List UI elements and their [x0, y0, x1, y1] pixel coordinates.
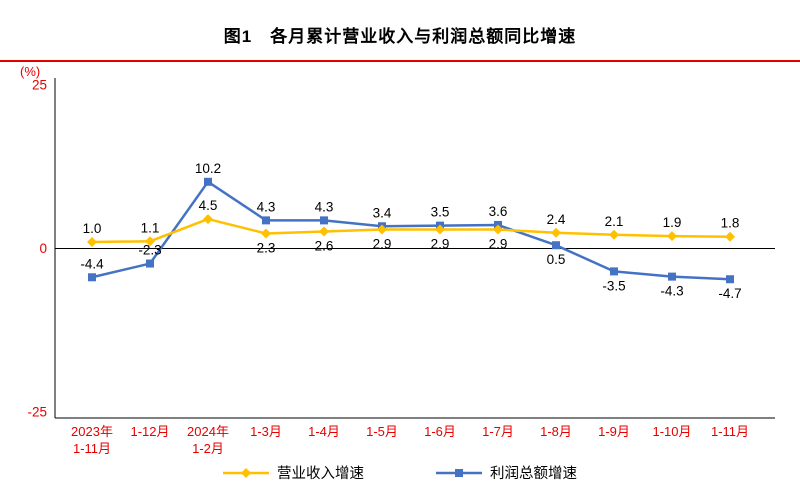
revenue-line [91, 217, 731, 244]
square-marker-icon [262, 216, 270, 225]
data-label: -2.3 [138, 243, 161, 258]
data-label: 0.5 [547, 252, 566, 267]
data-label: -4.3 [660, 284, 683, 299]
square-marker-icon [668, 272, 676, 281]
square-marker-icon [204, 177, 212, 186]
square-marker-icon [320, 216, 328, 225]
diamond-marker-icon [87, 236, 97, 247]
x-tick-label: 1-4月 [308, 424, 340, 439]
legend-item-profit: 利润总额增速 [436, 462, 577, 483]
diamond-marker-icon [203, 214, 213, 225]
data-label: 1.9 [663, 215, 682, 230]
data-label: -4.4 [80, 256, 104, 271]
profit-legend-marker [436, 468, 482, 477]
square-marker-icon [726, 275, 734, 284]
title-underline [0, 60, 800, 62]
data-label: 1.0 [83, 221, 102, 236]
data-label: 2.6 [315, 238, 334, 253]
data-label: 1.8 [721, 216, 740, 231]
x-tick-label: 1-3月 [250, 424, 282, 439]
data-label: 2.3 [257, 240, 276, 255]
x-tick-label: 1-5月 [366, 424, 398, 439]
data-label: 2.9 [431, 237, 450, 252]
data-label: 4.3 [257, 199, 276, 214]
diamond-marker-icon [145, 236, 155, 247]
x-tick-label: 2024年 1-2月 [187, 424, 229, 456]
diamond-marker-icon [435, 224, 445, 235]
legend-item-revenue: 营业收入增速 [223, 462, 364, 483]
data-label: 1.1 [141, 220, 160, 235]
data-label: 2.9 [489, 237, 508, 252]
revenue-legend-marker [223, 467, 269, 478]
square-marker-icon [88, 273, 96, 282]
diamond-marker-icon [551, 227, 561, 238]
x-tick-label: 1-10月 [652, 424, 691, 439]
diamond-marker-icon [667, 231, 677, 242]
square-marker-icon [552, 241, 560, 250]
y-tick-label: -25 [27, 405, 47, 420]
diamond-marker-icon [493, 224, 503, 235]
x-tick-label: 1-8月 [540, 424, 572, 439]
data-label: 4.3 [315, 199, 334, 214]
data-label: 3.5 [431, 205, 450, 220]
data-label: 2.9 [373, 237, 392, 252]
data-label: 3.4 [373, 205, 392, 220]
data-label: 2.4 [547, 212, 566, 227]
data-label: 4.5 [199, 198, 218, 213]
square-marker-icon [146, 259, 154, 268]
y-axis-unit-label: (%) [20, 64, 40, 79]
x-tick-label: 2023年 1-11月 [71, 424, 113, 456]
square-marker-icon [455, 468, 463, 477]
diamond-marker-icon [609, 229, 619, 240]
profit-line [91, 180, 731, 281]
square-marker-icon [610, 267, 618, 276]
y-tick-label: 25 [32, 78, 47, 93]
legend: 营业收入增速 利润总额增速 [0, 462, 800, 483]
data-label: 3.6 [489, 204, 508, 219]
x-tick-label: 1-11月 [711, 424, 749, 439]
x-tick-label: 1-9月 [598, 424, 630, 439]
x-tick-label: 1-7月 [482, 424, 514, 439]
diamond-marker-icon [377, 224, 387, 235]
data-label: -3.5 [602, 278, 625, 293]
x-tick-label: 1-12月 [130, 424, 169, 439]
data-label: -4.7 [718, 286, 741, 301]
diamond-marker-icon [261, 228, 271, 239]
legend-label-revenue: 营业收入增速 [277, 466, 364, 482]
diamond-marker-icon [319, 226, 329, 237]
legend-label-profit: 利润总额增速 [490, 466, 577, 482]
y-tick-label: 0 [39, 241, 47, 256]
chart-title: 图1 各月累计营业收入与利润总额同比增速 [223, 27, 577, 46]
diamond-marker-icon [241, 467, 251, 478]
data-label: 10.2 [195, 161, 221, 176]
x-tick-label: 1-6月 [424, 424, 456, 439]
diamond-marker-icon [725, 231, 735, 242]
data-label: 2.1 [605, 214, 624, 229]
